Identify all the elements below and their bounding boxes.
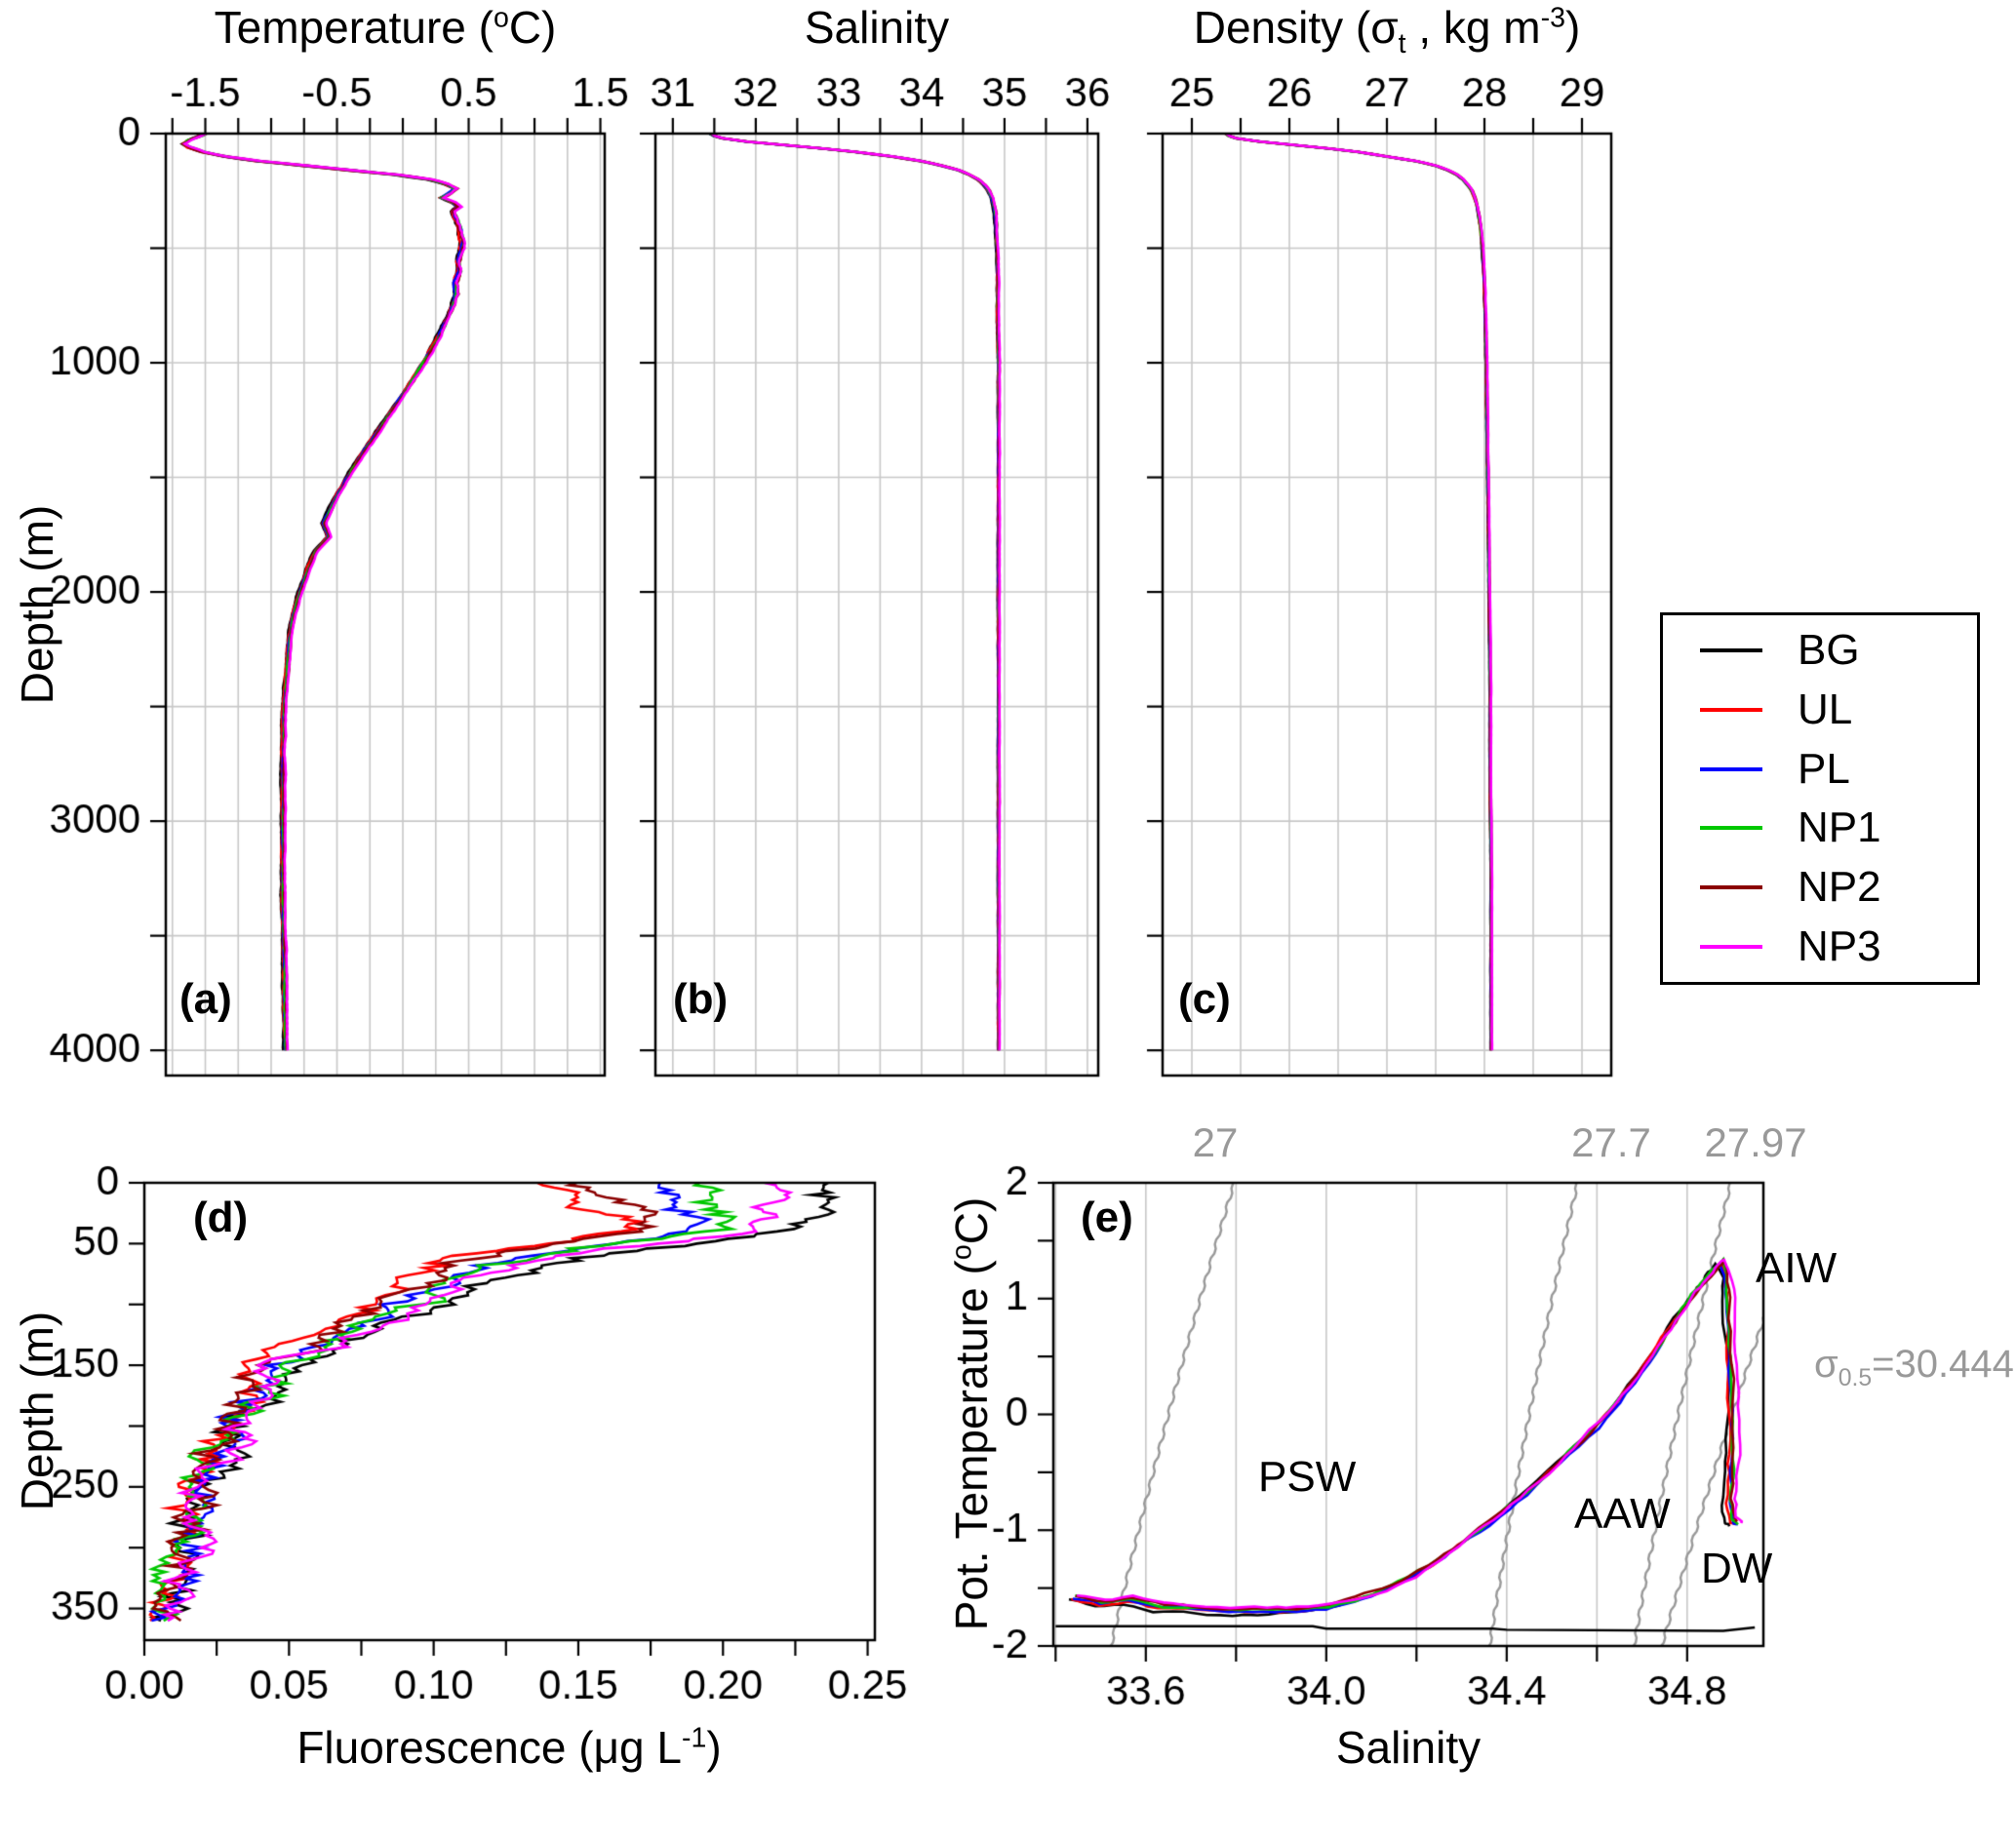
legend-line-swatch: [1700, 766, 1762, 771]
axis-text: Fluorescence (μg L: [296, 1722, 682, 1773]
water-mass-dw: DW: [1701, 1545, 1773, 1592]
superscript: o: [946, 1244, 978, 1261]
sigma-0-5-label: σ0.5=30.444: [1814, 1344, 2014, 1391]
subscript: t: [1398, 28, 1406, 60]
legend-label: NP1: [1798, 803, 1881, 852]
pot-temp-axis-label: Pot. Temperature (oC): [945, 1196, 997, 1631]
isopycnal-label-27: 27: [1192, 1119, 1239, 1165]
panel-letter-b: (b): [673, 975, 729, 1023]
title-text: Temperature (: [214, 2, 494, 53]
legend-item-ul: UL: [1700, 685, 1977, 734]
title-text: C): [508, 2, 557, 53]
legend: BG UL PL NP1 NP2 NP3: [1660, 612, 1980, 985]
legend-line-swatch: [1700, 945, 1762, 950]
axis-text: Pot. Temperature (: [945, 1260, 997, 1631]
legend-item-np3: NP3: [1700, 922, 1977, 971]
water-mass-psw: PSW: [1258, 1453, 1357, 1501]
legend-item-bg: BG: [1700, 626, 1977, 675]
water-mass-aaw: AAW: [1574, 1490, 1671, 1538]
superscript: -3: [1540, 2, 1565, 34]
panel-c-title: Density (σt , kg m-3): [1194, 4, 1581, 59]
panel-letter-a: (a): [179, 975, 232, 1023]
panel-a-title: Temperature (oC): [215, 4, 557, 51]
legend-line-swatch: [1700, 826, 1762, 831]
legend-label: UL: [1798, 685, 1853, 733]
title-text: Density (σ: [1193, 2, 1399, 53]
isopycnal-label-27-7: 27.7: [1571, 1119, 1651, 1165]
fluorescence-axis-label: Fluorescence (μg L-1): [296, 1724, 721, 1771]
title-text: ): [1564, 2, 1581, 53]
isopycnal-label-27-97: 27.97: [1704, 1119, 1807, 1165]
legend-label: BG: [1798, 625, 1860, 674]
legend-line-swatch: [1700, 885, 1762, 890]
axis-text: ): [706, 1722, 722, 1773]
superscript: -1: [682, 1722, 707, 1754]
depth-axis-label-bottom: Depth (m): [11, 1311, 62, 1511]
legend-label: NP3: [1798, 922, 1881, 971]
water-mass-aiw: AIW: [1756, 1244, 1838, 1292]
legend-item-np1: NP1: [1700, 803, 1977, 852]
legend-line-swatch: [1700, 647, 1762, 652]
title-text: , kg m: [1405, 2, 1541, 53]
panel-b-title: Salinity: [804, 2, 950, 53]
depth-axis-label-top: Depth (m): [11, 504, 62, 705]
legend-label: PL: [1798, 744, 1850, 793]
sigma-text: σ: [1814, 1343, 1838, 1386]
legend-item-pl: PL: [1700, 745, 1977, 794]
legend-line-swatch: [1700, 707, 1762, 712]
sigma-text: =30.444: [1872, 1343, 2014, 1386]
panel-letter-c: (c): [1178, 975, 1231, 1023]
salinity-axis-label: Salinity: [1335, 1722, 1482, 1773]
subscript: 0.5: [1838, 1365, 1873, 1391]
superscript: o: [493, 2, 509, 34]
legend-label: NP2: [1798, 863, 1881, 912]
panel-letter-e: (e): [1081, 1194, 1133, 1241]
legend-item-np2: NP2: [1700, 863, 1977, 912]
panel-letter-d: (d): [193, 1194, 249, 1241]
axis-text: C): [945, 1196, 997, 1245]
